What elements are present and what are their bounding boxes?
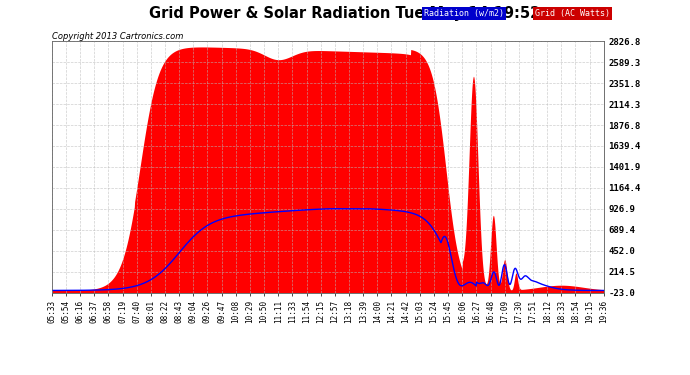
Text: Radiation (w/m2): Radiation (w/m2): [424, 9, 504, 18]
Text: Grid Power & Solar Radiation Tue May 14 19:52: Grid Power & Solar Radiation Tue May 14 …: [149, 6, 541, 21]
Text: Grid (AC Watts): Grid (AC Watts): [535, 9, 610, 18]
Text: Copyright 2013 Cartronics.com: Copyright 2013 Cartronics.com: [52, 32, 183, 41]
